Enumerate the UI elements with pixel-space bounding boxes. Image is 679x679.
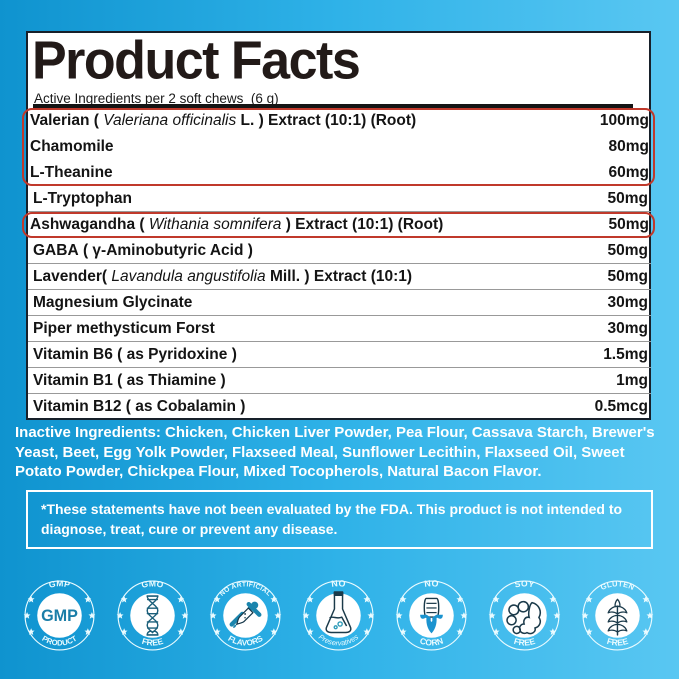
svg-text:GLUTEN: GLUTEN	[599, 579, 636, 592]
svg-text:GMP: GMP	[41, 607, 78, 625]
svg-text:NO: NO	[331, 578, 346, 589]
svg-text:NO: NO	[424, 578, 439, 589]
svg-text:GMP: GMP	[47, 578, 70, 589]
svg-text:SOY: SOY	[514, 578, 536, 589]
svg-text:GMO: GMO	[140, 578, 164, 589]
